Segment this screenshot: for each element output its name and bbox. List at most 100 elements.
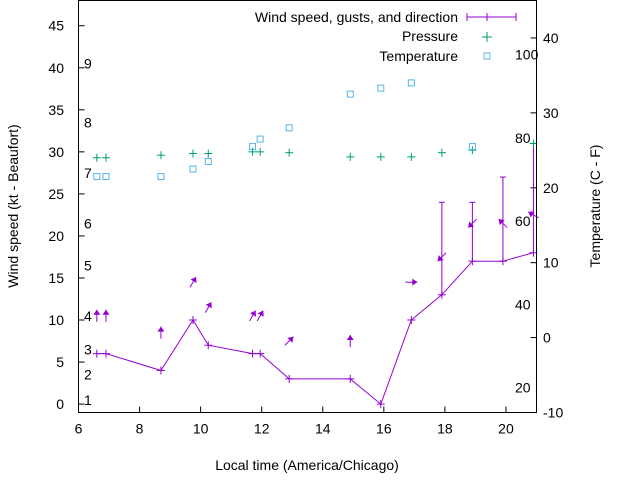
x-axis-title: Local time (America/Chicago) bbox=[215, 457, 399, 473]
y2-tick-label: 10 bbox=[543, 255, 559, 271]
beaufort-label: 8 bbox=[84, 114, 92, 130]
y2-tick-label: 30 bbox=[543, 105, 559, 121]
beaufort-label: 5 bbox=[84, 257, 92, 273]
wind-arrow-head bbox=[412, 278, 418, 286]
series-layer bbox=[92, 79, 539, 409]
x-tick-label: 12 bbox=[254, 421, 270, 437]
legend-temperature-marker bbox=[483, 52, 491, 60]
pressure-point bbox=[346, 152, 355, 161]
tick-labels: 6 8 10 12 14 16 18 20051015202530354045-1001020… bbox=[48, 18, 563, 437]
y2-tick-label: 0 bbox=[543, 330, 551, 346]
temperature-point bbox=[102, 173, 110, 181]
wind-direction-arrow bbox=[437, 252, 447, 262]
wind-direction-arrow bbox=[102, 309, 110, 322]
beaufort-label: 1 bbox=[84, 392, 92, 408]
y-tick-label: 0 bbox=[56, 396, 64, 412]
y-tick-label: 10 bbox=[48, 312, 64, 328]
y-tick-label: 30 bbox=[48, 144, 64, 160]
pressure-point bbox=[285, 148, 294, 157]
fahrenheit-label: 80 bbox=[515, 130, 531, 146]
temperature-point bbox=[468, 143, 476, 151]
y-tick-label: 40 bbox=[48, 60, 64, 76]
wind-arrow-head bbox=[190, 276, 197, 284]
pressure-point bbox=[437, 148, 446, 157]
temperature-point bbox=[204, 158, 212, 166]
wind-arrow-head bbox=[250, 310, 257, 317]
legend: Wind speed, gusts, and direction Pressur… bbox=[255, 9, 517, 64]
wind-direction-arrow bbox=[284, 336, 294, 346]
y-tick-label: 5 bbox=[56, 354, 64, 370]
y-tick-label: 25 bbox=[48, 186, 64, 202]
temperature-point bbox=[377, 84, 385, 92]
wind-direction-arrow bbox=[189, 276, 197, 288]
wind-arrow-head bbox=[528, 211, 535, 218]
x-tick-label: 14 bbox=[315, 421, 331, 437]
x-tick-label: 8 bbox=[136, 421, 144, 437]
beaufort-label: 2 bbox=[84, 367, 92, 383]
temperature-point bbox=[285, 124, 293, 132]
legend-wind-swatch bbox=[466, 13, 517, 21]
temperature-point bbox=[157, 173, 165, 181]
legend-temperature-label: Temperature bbox=[379, 48, 458, 64]
pressure-point bbox=[376, 152, 385, 161]
wind-arrow-head bbox=[468, 221, 475, 228]
y-tick-label: 20 bbox=[48, 228, 64, 244]
pressure-point bbox=[204, 149, 213, 158]
fahrenheit-label: 100 bbox=[515, 47, 539, 63]
wind-arrow-head bbox=[205, 302, 212, 309]
pressure-point bbox=[468, 146, 477, 155]
legend-pressure-label: Pressure bbox=[402, 28, 458, 44]
wind-speed-line bbox=[96, 252, 534, 405]
x-tick-label: 18 bbox=[437, 421, 453, 437]
legend-wind-label: Wind speed, gusts, and direction bbox=[255, 9, 458, 25]
wind-arrow-head bbox=[93, 309, 101, 315]
beaufort-label: 6 bbox=[84, 215, 92, 231]
wind-direction-arrow bbox=[405, 278, 418, 286]
wind-arrow-head bbox=[437, 255, 444, 262]
wind-direction-arrow bbox=[256, 310, 264, 322]
y2-tick-label: -10 bbox=[543, 405, 563, 421]
wind-arrow-head bbox=[287, 336, 294, 343]
wind-direction-arrow bbox=[204, 301, 212, 313]
temperature-point bbox=[256, 135, 264, 143]
y-tick-label: 45 bbox=[48, 18, 64, 34]
beaufort-label: 3 bbox=[84, 341, 92, 357]
pressure-point bbox=[92, 153, 101, 162]
wind-arrow-head bbox=[346, 335, 354, 341]
wind-direction-arrow bbox=[93, 309, 101, 322]
wind-direction-arrow bbox=[346, 335, 354, 348]
y-axis-title: Wind speed (kt - Beaufort) bbox=[5, 124, 21, 287]
wind-arrow-head bbox=[257, 310, 264, 317]
y2-tick-label: 20 bbox=[543, 180, 559, 196]
y-tick-label: 35 bbox=[48, 102, 64, 118]
x-tick-label: 20 bbox=[498, 421, 514, 437]
fahrenheit-label: 60 bbox=[515, 213, 531, 229]
beaufort-label: 7 bbox=[84, 165, 92, 181]
x-tick-label: 10 bbox=[193, 421, 209, 437]
plot-frame bbox=[78, 0, 537, 413]
fahrenheit-label: 40 bbox=[515, 296, 531, 312]
pressure-point bbox=[189, 149, 197, 158]
wind-direction-arrow bbox=[157, 326, 165, 339]
beaufort-label: 9 bbox=[84, 56, 92, 72]
wind-arrow-head bbox=[498, 219, 505, 226]
pressure-point bbox=[256, 147, 265, 156]
tick-marks bbox=[78, 25, 537, 413]
y-tick-label: 15 bbox=[48, 270, 64, 286]
pressure-point bbox=[101, 153, 110, 162]
wind-direction-arrow bbox=[498, 218, 508, 228]
temperature-point bbox=[249, 143, 257, 151]
x-tick-label: 6 bbox=[75, 421, 83, 437]
y2-tick-label: 40 bbox=[543, 30, 559, 46]
temperature-point bbox=[189, 165, 197, 173]
temperature-point bbox=[407, 79, 415, 87]
wind-arrow-head bbox=[157, 326, 165, 332]
y2-axis-title: Temperature (C - F) bbox=[587, 145, 603, 268]
beaufort-label: 4 bbox=[84, 308, 92, 324]
fahrenheit-label: 20 bbox=[515, 380, 531, 396]
wind-direction-arrow bbox=[249, 310, 257, 322]
pressure-point bbox=[156, 151, 165, 160]
x-tick-label: 16 bbox=[376, 421, 392, 437]
pressure-point bbox=[407, 152, 416, 161]
